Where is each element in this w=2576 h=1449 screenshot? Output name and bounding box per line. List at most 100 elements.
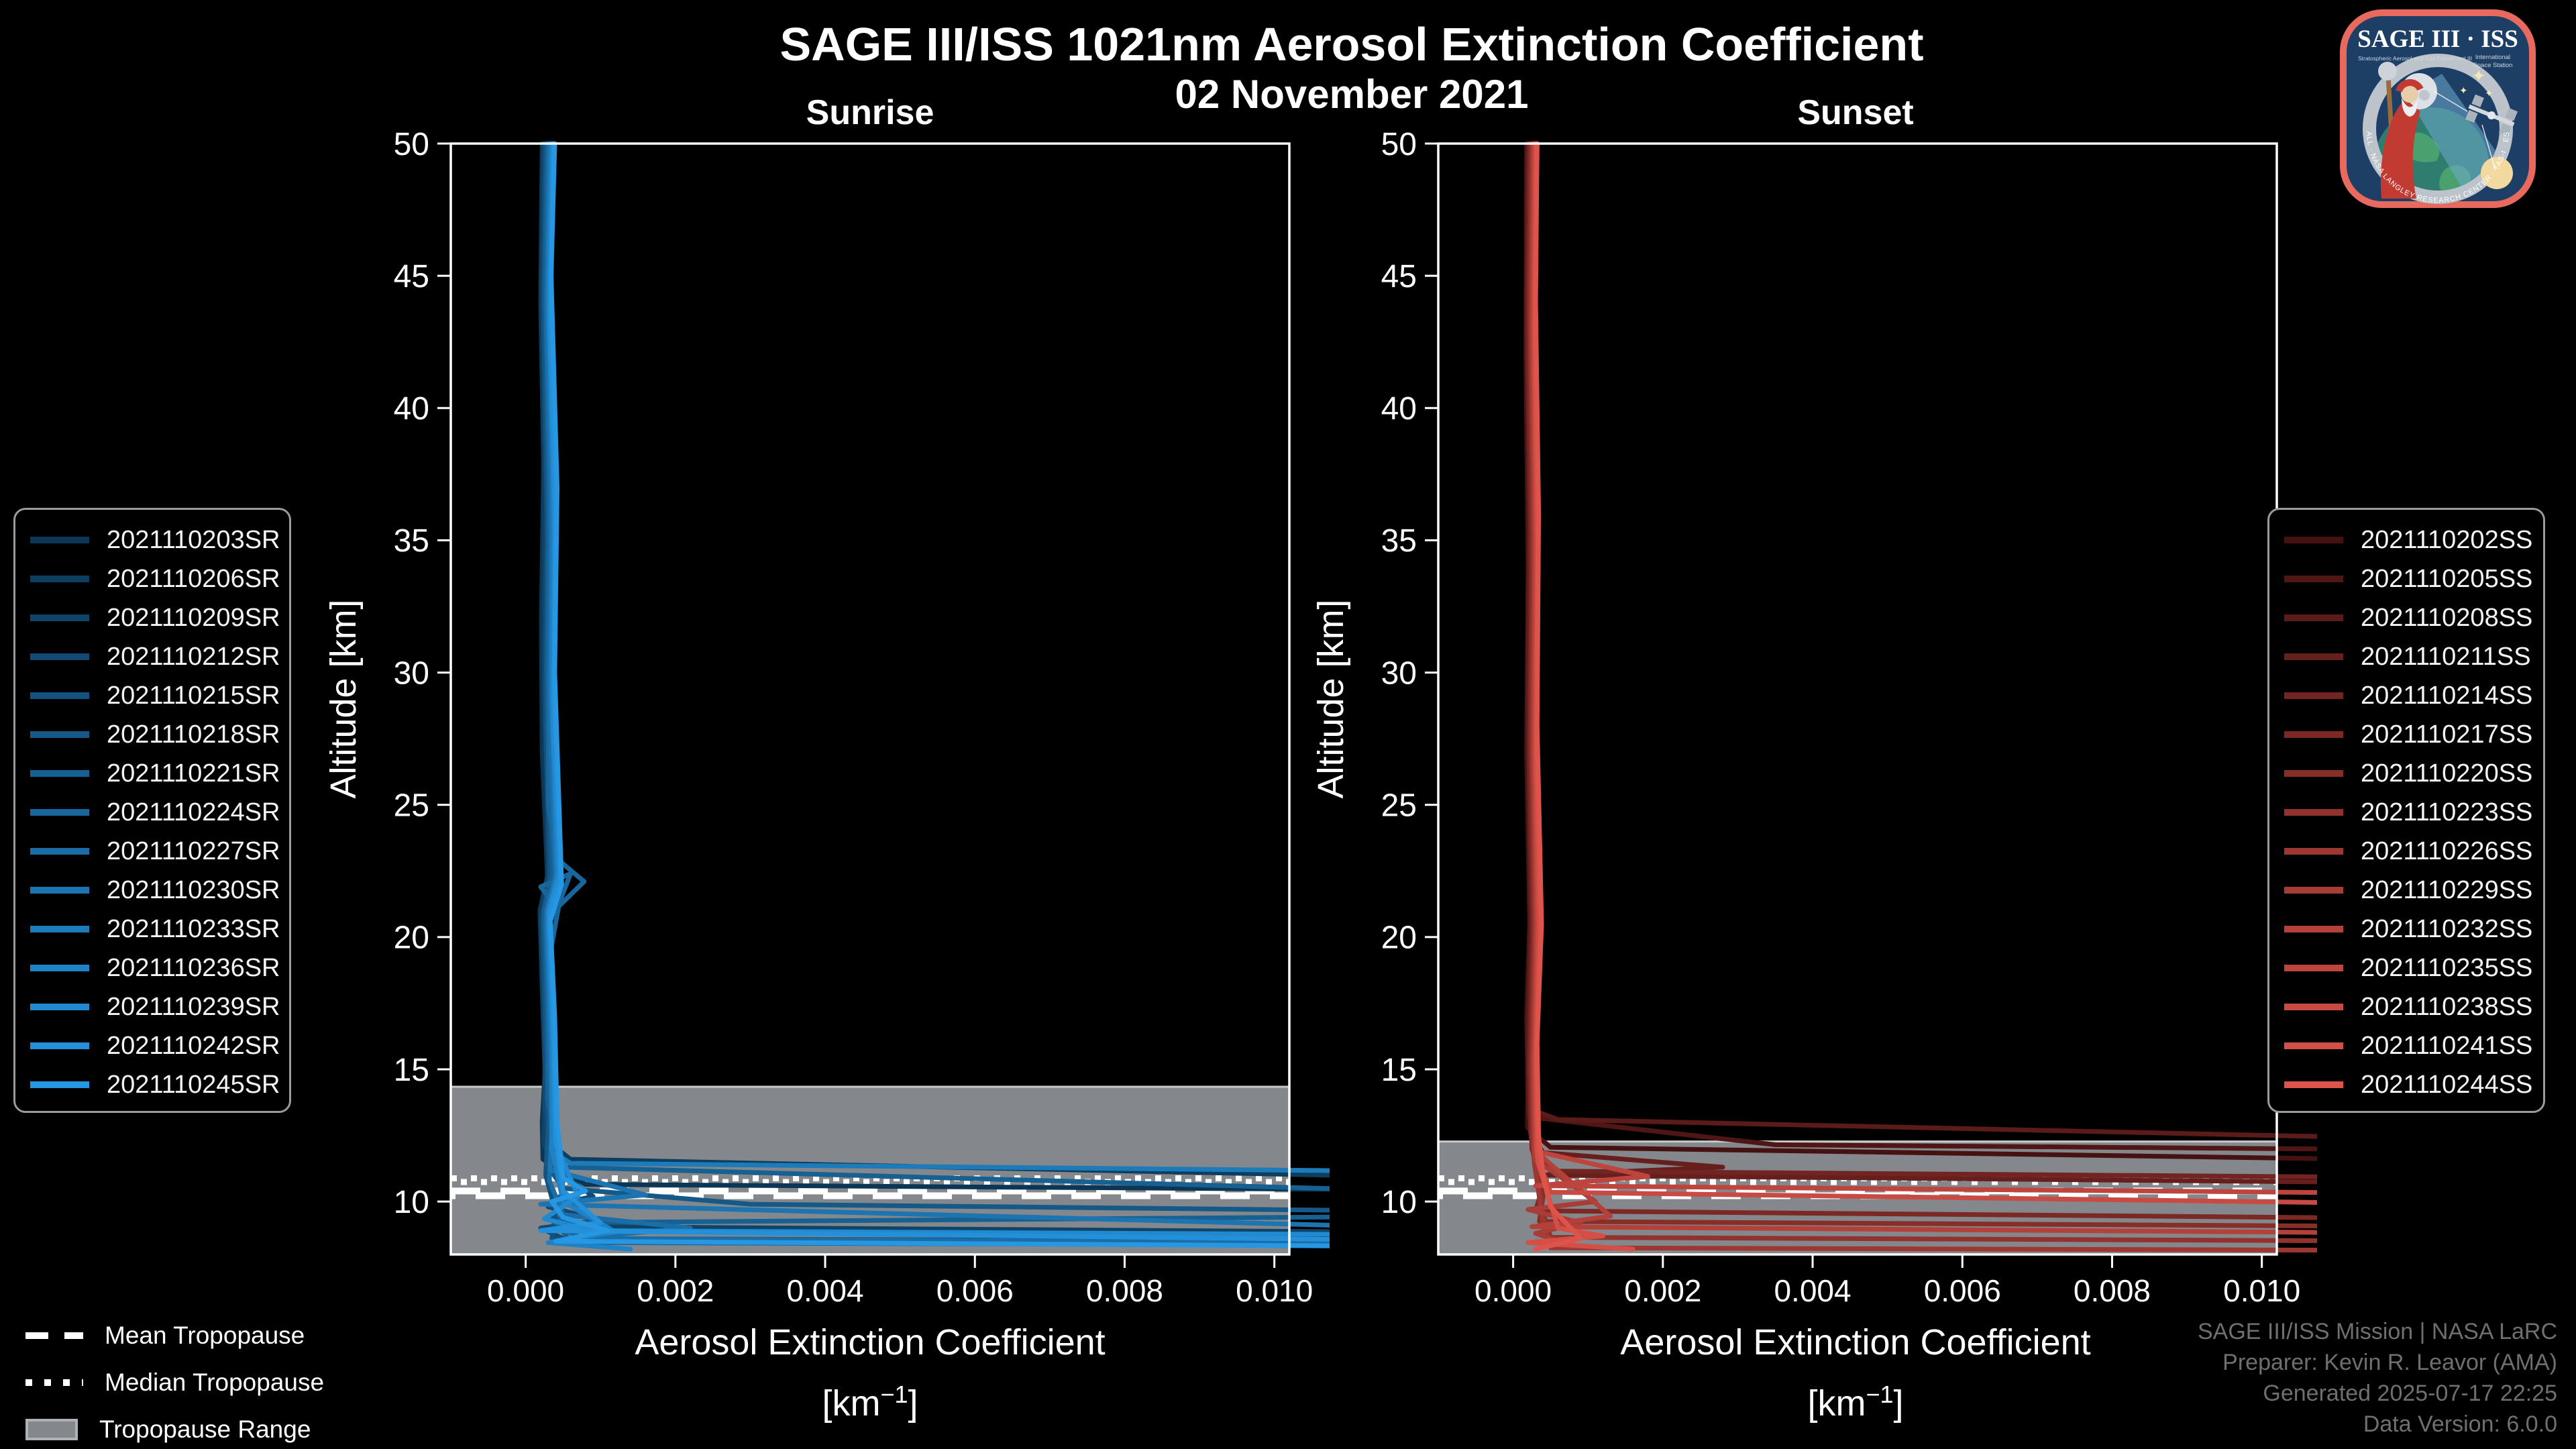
- sight-line: [2481, 124, 2496, 171]
- page-title: SAGE III/ISS 1021nm Aerosol Extinction C…: [780, 18, 1924, 70]
- legend-item-label: 2021110208SS: [2361, 603, 2533, 632]
- attribution-data-version: Data Version: 6.0.0: [2363, 1411, 2557, 1437]
- legend-item-label: 2021110244SS: [2361, 1070, 2533, 1099]
- attribution-preparer: Preparer: Kevin R. Leavor (AMA): [2222, 1350, 2557, 1375]
- tropopause-legend-mean: Mean Tropopause: [25, 1312, 324, 1359]
- x-axis-unit: [km−1]: [822, 1381, 918, 1424]
- legend-item: 2021110224SR: [15, 793, 289, 832]
- legend-line-swatch: [30, 848, 89, 855]
- patch-subtitle-right: Space Station: [2473, 62, 2512, 69]
- tropopause-legend: Mean Tropopause Median Tropopause Tropop…: [25, 1312, 324, 1449]
- legend-item-label: 2021110202SS: [2361, 525, 2533, 554]
- legend-item: 2021110230SR: [15, 871, 289, 910]
- svg-text:0.010: 0.010: [2223, 1273, 2300, 1308]
- legend-item-label: 2021110221SR: [107, 759, 280, 788]
- svg-text:45: 45: [394, 259, 429, 294]
- legend-item: 2021110218SR: [15, 715, 289, 754]
- svg-text:25: 25: [1381, 788, 1417, 824]
- legend-item: 2021110241SS: [2269, 1026, 2543, 1065]
- dashed-line-sample: [25, 1332, 83, 1339]
- legend-item: 2021110220SS: [2269, 754, 2543, 793]
- legend-item-label: 2021110212SR: [107, 642, 280, 671]
- legend-item-label: 2021110217SS: [2361, 720, 2533, 749]
- legend-item: 2021110215SR: [15, 676, 289, 715]
- sunset-plot: 0.000 0.002 0.004 0.006 0.008 0.010 50 45 40 35 30…: [1381, 127, 2317, 1308]
- legend-item-label: 2021110241SS: [2361, 1031, 2533, 1060]
- legend-item: 2021110212SR: [15, 637, 289, 676]
- svg-text:0.004: 0.004: [786, 1273, 863, 1308]
- legend-item-label: 2021110218SR: [107, 720, 280, 749]
- legend-item: 2021110206SR: [15, 559, 289, 598]
- legend-item: 2021110235SS: [2269, 949, 2543, 987]
- svg-text:15: 15: [394, 1053, 429, 1088]
- tropopause-legend-range: Tropopause Range: [25, 1406, 324, 1449]
- svg-text:0.010: 0.010: [1236, 1273, 1313, 1308]
- tropopause-legend-label: Median Tropopause: [105, 1368, 325, 1396]
- legend-sunset-events: 2021110202SS 2021110205SS 2021110208SS 2…: [2267, 508, 2545, 1113]
- legend-line-swatch: [2284, 1042, 2343, 1049]
- iss-icon: [2465, 94, 2518, 137]
- legend-item: 2021110209SR: [15, 598, 289, 637]
- x-axis-label-text: Aerosol Extinction Coefficient: [1620, 1322, 2091, 1362]
- legend-item: 2021110205SS: [2269, 559, 2543, 598]
- svg-text:30: 30: [1381, 655, 1417, 691]
- legend-item-label: 2021110203SR: [107, 525, 280, 554]
- svg-text:25: 25: [394, 788, 429, 824]
- range-band-sample: [25, 1419, 78, 1440]
- x-axis-label-sunrise: Aerosol Extinction Coefficient [km−1]: [635, 1316, 1105, 1430]
- legend-item-label: 2021110214SS: [2361, 681, 2533, 710]
- svg-text:50: 50: [1381, 127, 1417, 162]
- svg-text:35: 35: [1381, 523, 1417, 559]
- legend-line-swatch: [30, 809, 89, 816]
- legend-item: 2021110211SS: [2269, 637, 2543, 676]
- tropopause-legend-label: Tropopause Range: [99, 1415, 311, 1443]
- legend-line-swatch: [30, 731, 89, 738]
- svg-text:10: 10: [1381, 1185, 1417, 1220]
- dotted-line-sample: [25, 1379, 83, 1386]
- sage-iii-iss-mission-patch: ✦ ✦ ✦ SAGE III · ISS Stratospheric Aeros…: [2340, 9, 2536, 208]
- legend-item: 2021110214SS: [2269, 676, 2543, 715]
- legend-item-label: 2021110238SS: [2361, 992, 2533, 1021]
- legend-line-swatch: [30, 770, 89, 777]
- legend-line-swatch: [30, 965, 89, 971]
- x-axis-label-sunset: Aerosol Extinction Coefficient [km−1]: [1620, 1316, 2090, 1430]
- legend-item-label: 2021110232SS: [2361, 914, 2533, 943]
- legend-line-swatch: [30, 576, 89, 582]
- svg-text:30: 30: [394, 655, 429, 691]
- legend-item: 2021110242SR: [15, 1026, 289, 1065]
- star-icon: ✦: [2459, 85, 2468, 97]
- legend-item-label: 2021110223SS: [2361, 798, 2533, 826]
- star-icon: ✦: [2471, 66, 2486, 86]
- legend-line-swatch: [2284, 965, 2343, 971]
- legend-line-swatch: [30, 1081, 89, 1088]
- legend-line-swatch: [2284, 770, 2343, 777]
- svg-text:45: 45: [1381, 259, 1417, 294]
- legend-item: 2021110233SR: [15, 910, 289, 949]
- legend-item: 2021110245SR: [15, 1065, 289, 1104]
- sunrise-plot: 0.000 0.002 0.004 0.006 0.008 0.010 50 45 40 35 30…: [394, 127, 1330, 1308]
- tropopause-legend-median: Median Tropopause: [25, 1359, 324, 1406]
- x-axis-label-text: Aerosol Extinction Coefficient: [635, 1322, 1106, 1362]
- legend-line-swatch: [2284, 926, 2343, 932]
- legend-item: 2021110232SS: [2269, 910, 2543, 949]
- legend-line-swatch: [2284, 731, 2343, 738]
- legend-item-label: 2021110226SS: [2361, 837, 2533, 865]
- sight-line: [2433, 91, 2468, 112]
- legend-item-label: 2021110239SR: [107, 992, 280, 1021]
- attribution-block: SAGE III/ISS Mission | NASA LaRC Prepare…: [2198, 1316, 2557, 1440]
- legend-line-swatch: [30, 653, 89, 660]
- sun-icon: [2481, 157, 2513, 189]
- svg-text:0.004: 0.004: [1774, 1273, 1851, 1308]
- legend-item: 2021110227SR: [15, 832, 289, 871]
- legend-item-label: 2021110233SR: [107, 914, 280, 943]
- legend-item-label: 2021110205SS: [2361, 564, 2533, 593]
- legend-line-swatch: [30, 614, 89, 621]
- legend-item-label: 2021110229SS: [2361, 875, 2533, 904]
- y-axis-label-sunset: Altitude [km]: [1311, 599, 1351, 799]
- legend-item-label: 2021110211SS: [2361, 642, 2531, 671]
- legend-line-swatch: [30, 887, 89, 894]
- legend-line-swatch: [2284, 692, 2343, 699]
- date-subtitle: 02 November 2021: [1175, 72, 1529, 117]
- legend-item: 2021110239SR: [15, 987, 289, 1026]
